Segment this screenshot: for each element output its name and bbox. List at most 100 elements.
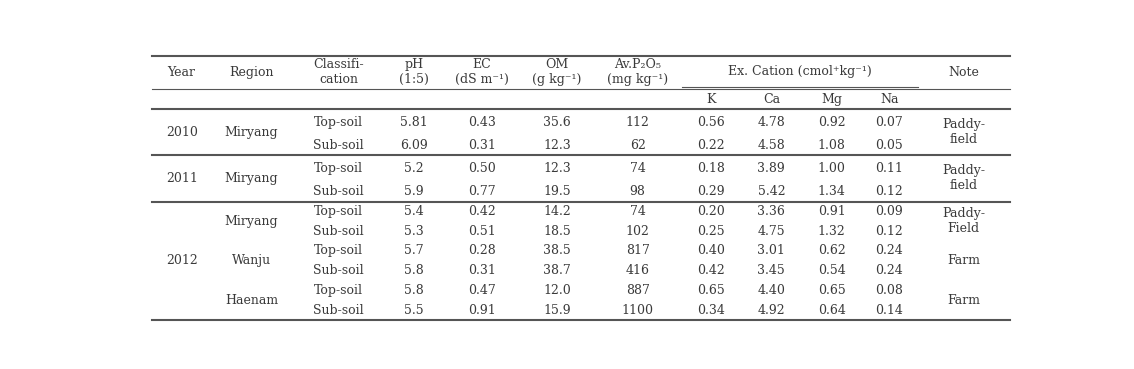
Text: 0.25: 0.25 bbox=[697, 225, 725, 238]
Text: 0.14: 0.14 bbox=[875, 304, 903, 317]
Text: 0.47: 0.47 bbox=[468, 284, 496, 297]
Text: Top-soil: Top-soil bbox=[314, 284, 363, 297]
Text: 74: 74 bbox=[629, 205, 645, 218]
Text: 5.4: 5.4 bbox=[404, 205, 424, 218]
Text: 5.9: 5.9 bbox=[405, 185, 424, 198]
Text: 38.7: 38.7 bbox=[543, 264, 570, 277]
Text: Ca: Ca bbox=[763, 93, 780, 106]
Text: 6.09: 6.09 bbox=[400, 139, 428, 152]
Text: 887: 887 bbox=[626, 284, 650, 297]
Text: 35.6: 35.6 bbox=[543, 116, 570, 129]
Text: 0.50: 0.50 bbox=[468, 162, 496, 175]
Text: 0.91: 0.91 bbox=[818, 205, 846, 218]
Text: Note: Note bbox=[948, 66, 980, 79]
Text: 4.78: 4.78 bbox=[758, 116, 785, 129]
Text: 0.64: 0.64 bbox=[818, 304, 846, 317]
Text: Classifi-
cation: Classifi- cation bbox=[313, 58, 364, 86]
Text: 0.12: 0.12 bbox=[875, 185, 903, 198]
Text: 0.09: 0.09 bbox=[875, 205, 903, 218]
Text: 0.29: 0.29 bbox=[697, 185, 725, 198]
Text: 2011: 2011 bbox=[166, 172, 197, 185]
Text: 3.36: 3.36 bbox=[758, 205, 785, 218]
Text: 4.58: 4.58 bbox=[758, 139, 785, 152]
Text: 12.0: 12.0 bbox=[543, 284, 570, 297]
Text: 0.54: 0.54 bbox=[818, 264, 846, 277]
Text: K: K bbox=[706, 93, 716, 106]
Text: Sub-soil: Sub-soil bbox=[313, 185, 364, 198]
Text: 12.3: 12.3 bbox=[543, 139, 570, 152]
Text: Farm: Farm bbox=[947, 294, 980, 307]
Text: Av.P₂O₅
(mg kg⁻¹): Av.P₂O₅ (mg kg⁻¹) bbox=[607, 58, 668, 86]
Text: 0.11: 0.11 bbox=[875, 162, 903, 175]
Text: Sub-soil: Sub-soil bbox=[313, 225, 364, 238]
Text: 0.40: 0.40 bbox=[697, 244, 725, 258]
Text: Region: Region bbox=[229, 66, 274, 79]
Text: 1.08: 1.08 bbox=[818, 139, 846, 152]
Text: 817: 817 bbox=[626, 244, 650, 258]
Text: Top-soil: Top-soil bbox=[314, 162, 363, 175]
Text: 1.00: 1.00 bbox=[818, 162, 846, 175]
Text: 0.56: 0.56 bbox=[697, 116, 725, 129]
Text: 0.65: 0.65 bbox=[697, 284, 725, 297]
Text: Sub-soil: Sub-soil bbox=[313, 139, 364, 152]
Text: 0.91: 0.91 bbox=[468, 304, 496, 317]
Text: 1.32: 1.32 bbox=[818, 225, 846, 238]
Text: 5.42: 5.42 bbox=[758, 185, 785, 198]
Text: 74: 74 bbox=[629, 162, 645, 175]
Text: 0.24: 0.24 bbox=[875, 264, 903, 277]
Text: 15.9: 15.9 bbox=[543, 304, 570, 317]
Text: 0.51: 0.51 bbox=[468, 225, 496, 238]
Text: Miryang: Miryang bbox=[225, 125, 279, 139]
Text: 0.07: 0.07 bbox=[875, 116, 903, 129]
Text: 5.8: 5.8 bbox=[404, 284, 424, 297]
Text: 5.7: 5.7 bbox=[405, 244, 424, 258]
Text: 5.2: 5.2 bbox=[405, 162, 424, 175]
Text: pH
(1:5): pH (1:5) bbox=[399, 58, 429, 86]
Text: 1100: 1100 bbox=[621, 304, 653, 317]
Text: 0.77: 0.77 bbox=[468, 185, 496, 198]
Text: 4.40: 4.40 bbox=[758, 284, 785, 297]
Text: Miryang: Miryang bbox=[225, 215, 279, 228]
Text: 0.28: 0.28 bbox=[468, 244, 496, 258]
Text: 0.42: 0.42 bbox=[697, 264, 725, 277]
Text: Sub-soil: Sub-soil bbox=[313, 264, 364, 277]
Text: Mg: Mg bbox=[821, 93, 843, 106]
Text: Year: Year bbox=[168, 66, 196, 79]
Text: 5.81: 5.81 bbox=[400, 116, 428, 129]
Text: 3.89: 3.89 bbox=[758, 162, 785, 175]
Text: 0.42: 0.42 bbox=[468, 205, 496, 218]
Text: 0.31: 0.31 bbox=[468, 139, 496, 152]
Text: EC
(dS m⁻¹): EC (dS m⁻¹) bbox=[455, 58, 509, 86]
Text: Paddy-
field: Paddy- field bbox=[942, 165, 985, 193]
Text: 5.3: 5.3 bbox=[404, 225, 424, 238]
Text: Ex. Cation (cmol⁺kg⁻¹): Ex. Cation (cmol⁺kg⁻¹) bbox=[728, 65, 871, 78]
Text: 62: 62 bbox=[629, 139, 645, 152]
Text: 18.5: 18.5 bbox=[543, 225, 570, 238]
Text: 2012: 2012 bbox=[166, 254, 197, 267]
Text: 2010: 2010 bbox=[166, 125, 197, 139]
Text: Wanju: Wanju bbox=[232, 254, 271, 267]
Text: Top-soil: Top-soil bbox=[314, 244, 363, 258]
Text: 112: 112 bbox=[626, 116, 650, 129]
Text: Paddy-
field: Paddy- field bbox=[942, 118, 985, 146]
Text: 0.92: 0.92 bbox=[818, 116, 846, 129]
Text: 5.5: 5.5 bbox=[405, 304, 424, 317]
Text: 0.34: 0.34 bbox=[697, 304, 725, 317]
Text: 14.2: 14.2 bbox=[543, 205, 570, 218]
Text: 0.43: 0.43 bbox=[468, 116, 496, 129]
Text: 19.5: 19.5 bbox=[543, 185, 570, 198]
Text: Top-soil: Top-soil bbox=[314, 205, 363, 218]
Text: Farm: Farm bbox=[947, 254, 980, 267]
Text: 102: 102 bbox=[626, 225, 650, 238]
Text: Haenam: Haenam bbox=[225, 294, 278, 307]
Text: Na: Na bbox=[880, 93, 898, 106]
Text: 0.31: 0.31 bbox=[468, 264, 496, 277]
Text: 4.75: 4.75 bbox=[758, 225, 785, 238]
Text: 0.08: 0.08 bbox=[875, 284, 903, 297]
Text: 3.45: 3.45 bbox=[758, 264, 785, 277]
Text: Miryang: Miryang bbox=[225, 172, 279, 185]
Text: 0.20: 0.20 bbox=[697, 205, 725, 218]
Text: 38.5: 38.5 bbox=[543, 244, 570, 258]
Text: 416: 416 bbox=[626, 264, 650, 277]
Text: 3.01: 3.01 bbox=[758, 244, 785, 258]
